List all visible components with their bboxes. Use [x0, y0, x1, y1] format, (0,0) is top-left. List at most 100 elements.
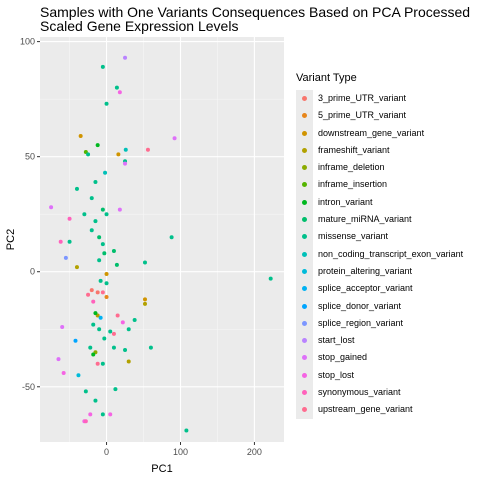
data-point-missense_variant: [100, 361, 105, 366]
legend-item-stop_lost: stop_lost: [296, 366, 476, 385]
data-point-missense_variant: [89, 228, 94, 233]
legend-key: [296, 384, 313, 402]
data-point-missense_variant: [123, 347, 128, 352]
x-tick-label: 0: [104, 447, 109, 457]
data-point-stop_lost: [120, 320, 125, 325]
legend-marker: [302, 217, 307, 223]
data-point-missense_variant: [82, 212, 87, 217]
x-tick-label: 200: [247, 447, 262, 457]
legend-item-intron_variant: intron_variant: [296, 193, 476, 212]
legend-label: splice_acceptor_variant: [318, 283, 413, 294]
data-point-missense_variant: [113, 387, 118, 392]
data-point-missense_variant: [93, 398, 98, 403]
x-tick-label: 100: [173, 447, 188, 457]
y-tick-label: -50: [22, 382, 35, 392]
data-point-missense_variant: [88, 345, 93, 350]
legend-marker: [302, 320, 307, 326]
legend-key: [296, 297, 313, 315]
legend-item-splice_donor_variant: splice_donor_variant: [296, 297, 476, 315]
data-point-synonymous_variant: [91, 299, 96, 304]
data-point-upstream_gene_variant: [95, 361, 100, 366]
legend-label: 3_prime_UTR_variant: [318, 93, 407, 103]
legend-marker: [302, 251, 307, 257]
legend-label: mature_miRNA_variant: [318, 214, 412, 225]
legend-key: [296, 366, 313, 385]
legend-marker: [302, 96, 307, 101]
data-point-stop_lost: [88, 412, 93, 417]
x-axis-title: PC1: [151, 463, 172, 475]
data-point-missense_variant: [100, 412, 105, 417]
legend-label: synonymous_variant: [318, 387, 401, 398]
data-point-stop_lost: [61, 370, 66, 375]
data-point-missense_variant: [89, 196, 94, 201]
legend-marker: [302, 355, 307, 361]
data-point-synonymous_variant: [83, 419, 88, 424]
data-point-mature_miRNA_variant: [114, 262, 119, 267]
legend-item-upstream_gene_variant: upstream_gene_variant: [296, 401, 476, 419]
data-point-protein_altering_variant: [76, 373, 81, 378]
legend-label: intron_variant: [318, 196, 373, 207]
legend-title: Variant Type: [296, 72, 357, 84]
data-point-mature_miRNA_variant: [111, 249, 116, 254]
data-point-missense_variant: [93, 219, 98, 224]
legend-marker: [302, 372, 307, 378]
legend-label: start_lost: [318, 335, 355, 346]
data-point-intron_variant: [91, 352, 96, 357]
data-point-frameshift_variant: [142, 301, 147, 306]
data-point-stop_gained: [49, 205, 54, 210]
legend-item-mature_miRNA_variant: mature_miRNA_variant: [296, 211, 476, 229]
data-point-missense_variant: [97, 258, 102, 263]
legend-label: inframe_insertion: [318, 179, 388, 190]
data-point-3_prime_UTR_variant: [95, 290, 100, 295]
legend-label: frameshift_variant: [318, 144, 390, 155]
data-point-non_coding_transcript_exon_variant: [123, 147, 128, 152]
data-point-stop_gained: [56, 357, 61, 362]
data-point-stop_lost: [108, 412, 113, 417]
data-point-upstream_gene_variant: [115, 313, 120, 318]
data-point-missense_variant: [104, 212, 109, 217]
chart-title-line-2: Scaled Gene Expression Levels: [40, 18, 239, 34]
chart-title-line-1: Samples with One Variants Consequences B…: [40, 4, 471, 20]
data-point-missense_variant: [104, 101, 109, 106]
data-point-intron_variant: [95, 143, 100, 148]
legend-key: [296, 141, 313, 160]
data-point-missense_variant: [86, 152, 91, 157]
data-point-missense_variant: [148, 345, 153, 350]
legend-label: splice_donor_variant: [318, 300, 402, 311]
data-point-missense_variant: [126, 327, 131, 332]
data-point-mature_miRNA_variant: [100, 207, 105, 212]
data-point-splice_region_variant: [63, 255, 68, 260]
data-point-upstream_gene_variant: [100, 290, 105, 295]
data-point-stop_gained: [172, 136, 177, 141]
plot-panel: [40, 37, 284, 442]
legend-label: downstream_gene_variant: [318, 127, 425, 138]
legend-items: 3_prime_UTR_variant 5_prime_UTR_variant do…: [296, 90, 476, 419]
data-point-missense_variant: [93, 179, 98, 184]
legend-key: [296, 401, 313, 419]
legend-key: [296, 90, 313, 108]
legend-marker: [302, 113, 307, 119]
legend-item-splice_acceptor_variant: splice_acceptor_variant: [296, 280, 476, 298]
legend-item-downstream_gene_variant: downstream_gene_variant: [296, 124, 476, 142]
data-point-splice_acceptor_variant: [98, 315, 103, 320]
data-point-missense_variant: [111, 345, 116, 350]
data-point-missense_variant: [184, 428, 189, 433]
legend-item-3_prime_UTR_variant: 3_prime_UTR_variant: [296, 90, 476, 108]
data-point-upstream_gene_variant: [145, 147, 150, 152]
data-point-missense_variant: [132, 318, 137, 323]
legend-key: [296, 314, 313, 333]
legend-marker: [302, 268, 307, 274]
legend-key: [296, 211, 313, 229]
legend-key: [296, 193, 313, 212]
legend-marker: [302, 165, 307, 171]
y-tick-label: 50: [25, 152, 35, 162]
data-point-frameshift_variant: [126, 359, 131, 364]
data-point-missense_variant: [104, 281, 109, 286]
legend-label: non_coding_transcript_exon_variant: [318, 248, 464, 259]
legend-marker: [302, 303, 307, 309]
legend-key: [296, 280, 313, 298]
data-point-missense_variant: [100, 242, 105, 247]
legend-item-non_coding_transcript_exon_variant: non_coding_transcript_exon_variant: [296, 245, 476, 263]
legend-marker: [302, 407, 307, 413]
data-point-downstream_gene_variant: [104, 272, 109, 277]
